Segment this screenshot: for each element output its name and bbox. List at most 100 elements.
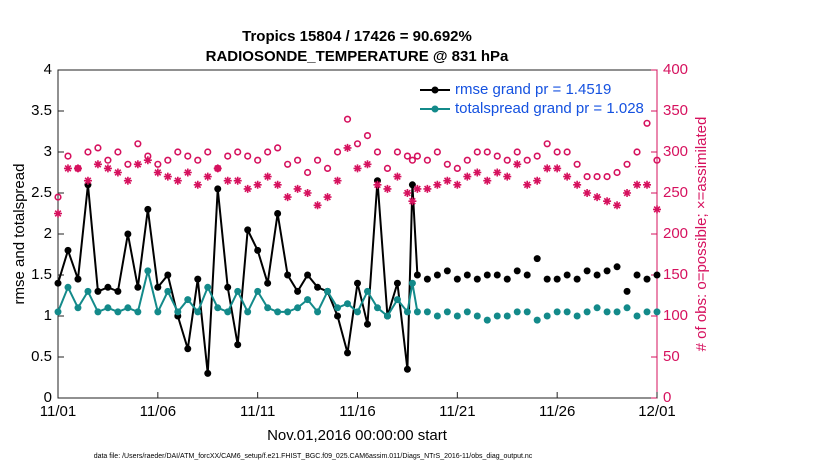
point [363,287,371,295]
assimilated-marker [333,176,342,185]
possible-marker [154,160,162,168]
point [533,255,541,263]
point [583,308,591,316]
assimilated-marker [583,189,592,197]
point [408,279,416,287]
point [244,308,252,316]
point [493,271,501,279]
point [383,312,391,320]
point [64,283,72,291]
y-tick-label: 2 [44,225,52,242]
assimilated-marker [213,164,222,173]
point [204,283,212,291]
assimilated-marker [263,172,272,181]
point [613,263,621,271]
point [194,308,202,316]
assimilated-marker [283,193,292,202]
point [523,308,531,316]
assimilated-marker [323,193,332,202]
point [633,312,641,320]
point [623,287,631,295]
possible-marker [254,156,262,164]
point [204,369,212,377]
point [154,308,162,316]
point [134,283,142,291]
point [643,275,651,283]
point [613,308,621,316]
y-tick-label: 1 [44,307,52,324]
point [483,316,491,324]
y-tick-label: 2.5 [31,184,52,201]
x-tick-label: 11/06 [140,403,176,420]
assimilated-marker [103,164,112,173]
y2-tick-label: 0 [663,389,671,406]
point [134,308,142,316]
possible-marker [443,160,451,168]
possible-marker [503,156,511,164]
possible-marker [224,152,232,160]
possible-marker [313,156,322,164]
possible-marker [553,148,561,156]
point [423,308,431,316]
point [503,275,511,283]
possible-marker [114,148,122,156]
point [403,365,411,373]
point [184,296,192,304]
assimilated-marker [143,156,152,165]
assimilated-marker [393,172,402,181]
chart-subtitle: RADIOSONDE_TEMPERATURE @ 831 hPa [206,48,509,65]
point [503,312,511,320]
assimilated-marker [623,189,632,197]
assimilated-marker [123,176,132,185]
assimilated-marker [563,172,572,181]
possible-marker [593,173,601,181]
assimilated-marker [233,176,242,185]
assimilated-marker [483,176,492,185]
assimilated-marker [203,172,212,181]
legend-label: rmse grand pr = 1.4519 [455,81,611,98]
assimilated-marker [408,197,417,206]
point [513,267,521,275]
possible-marker [583,173,591,181]
point [473,312,481,320]
point [224,283,232,291]
possible-marker [333,148,342,156]
point [354,279,361,287]
point [124,230,132,238]
point [314,283,322,291]
assimilated-marker [603,197,612,206]
assimilated-marker [83,176,92,185]
possible-marker [633,148,641,156]
assimilated-marker [63,164,72,173]
possible-marker [473,148,481,156]
assimilated-marker [553,164,562,173]
possible-marker [423,156,431,164]
point [423,275,431,283]
assimilated-marker [183,168,192,177]
point [324,287,332,295]
assimilated-marker [613,201,622,210]
possible-marker [433,148,441,156]
point [284,308,292,316]
point [653,308,661,316]
assimilated-marker [113,168,122,177]
possible-marker [54,193,62,201]
point [214,185,222,193]
point [124,304,132,312]
point [224,308,232,316]
point [443,267,451,275]
y-tick-label: 0.5 [31,348,52,365]
point [583,267,591,275]
possible-marker [563,148,571,156]
point [144,205,152,213]
point [84,287,92,295]
assimilated-marker [533,176,542,185]
assimilated-marker [513,160,522,169]
possible-marker [343,115,352,123]
point [573,312,581,320]
possible-marker [94,144,102,152]
point [553,308,561,316]
assimilated-marker [353,164,362,173]
point [603,267,611,275]
possible-marker [483,148,491,156]
